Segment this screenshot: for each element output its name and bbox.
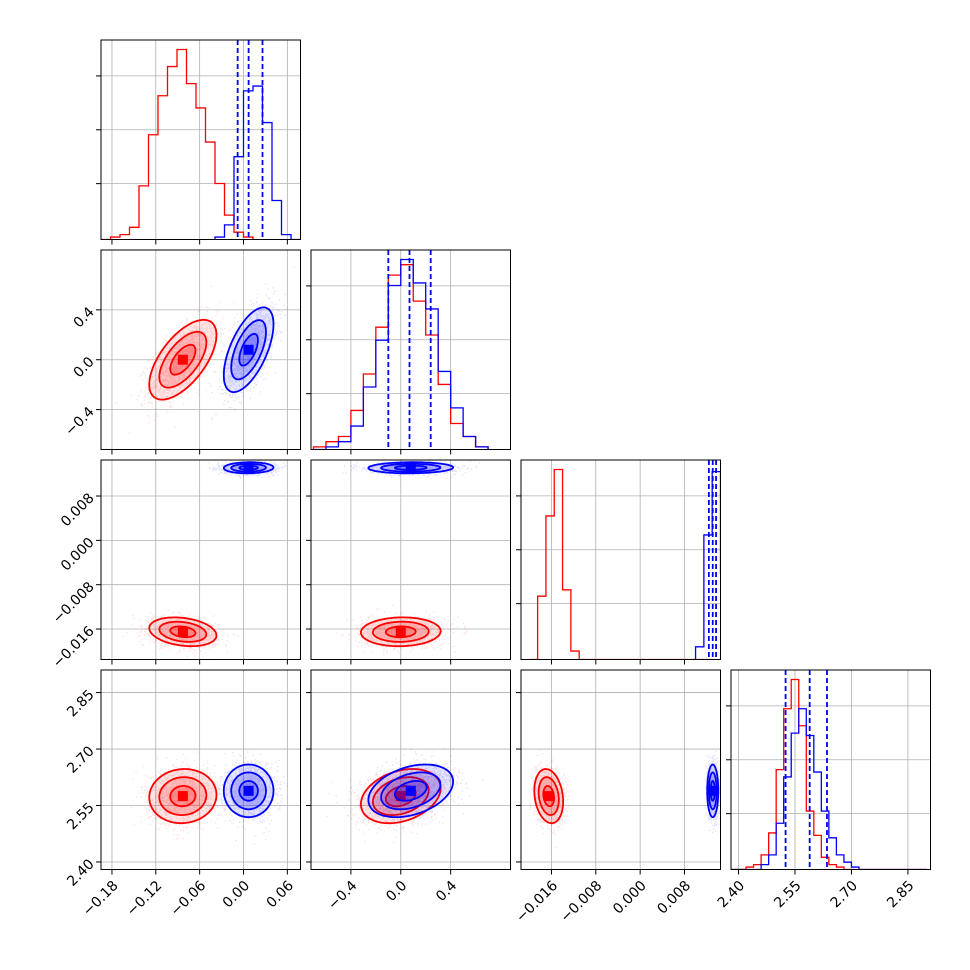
density-peak-series-0 [177, 791, 188, 802]
density-peak-series-1 [405, 462, 416, 473]
panel-frame [520, 459, 721, 660]
density-peak-series-0 [543, 791, 554, 802]
panel-frame [100, 39, 301, 240]
panel-frame [310, 669, 511, 870]
density-peak-series-1 [243, 785, 254, 796]
panel-frame [310, 249, 511, 450]
panel-content [521, 670, 721, 870]
scatter-points-series-1 [208, 266, 295, 420]
density-peak-series-1 [243, 344, 254, 355]
panel-frame [730, 669, 931, 870]
panel-content [101, 40, 301, 240]
histogram-series-0 [529, 468, 713, 660]
panel-2-1 [306, 459, 511, 665]
density-peak-series-0 [177, 626, 188, 637]
panel-2-2 [516, 459, 721, 665]
panel-content [731, 670, 931, 870]
panel-1-1 [306, 249, 511, 455]
panel-0-0 [96, 39, 301, 245]
panel-content [101, 460, 301, 660]
histogram-series-0 [731, 678, 927, 870]
histogram-series-0 [101, 48, 254, 240]
density-peak-series-0 [395, 791, 406, 802]
panel-frame [100, 249, 301, 450]
panel-frame [100, 669, 301, 870]
histogram-series-1 [313, 258, 489, 450]
density-peak-series-1 [243, 462, 254, 473]
density-peak-series-0 [395, 626, 406, 637]
histogram-series-1 [214, 85, 301, 240]
density-peak-series-1 [707, 785, 718, 796]
histogram-series-1 [731, 708, 927, 870]
panel-frame [520, 669, 721, 870]
scatter-points-series-1 [205, 751, 288, 845]
panel-content [311, 670, 511, 870]
panel-content [521, 460, 721, 660]
density-peak-series-0 [177, 354, 188, 365]
panel-frame [310, 459, 511, 660]
density-peak-series-1 [405, 785, 416, 796]
scatter-points-series-0 [115, 285, 238, 446]
panel-content [311, 250, 511, 450]
panel-content [101, 250, 301, 450]
panel-content [101, 670, 301, 870]
panel-frame [100, 459, 301, 660]
panel-content [311, 460, 511, 660]
